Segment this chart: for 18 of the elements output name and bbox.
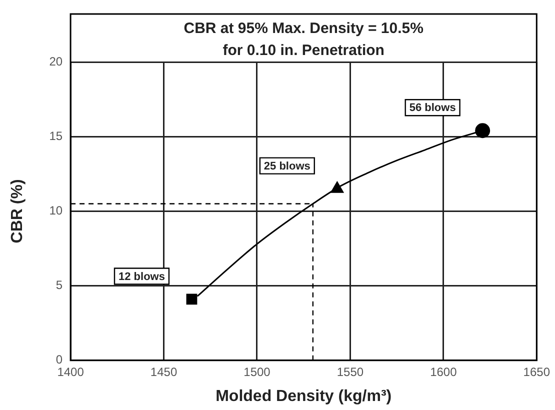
y-axis-title: CBR (%) — [9, 179, 26, 244]
y-tick-label: 15 — [49, 128, 63, 143]
y-tick-label: 10 — [49, 204, 63, 218]
x-tick-label: 1600 — [430, 364, 458, 379]
annotation: 12 blows — [118, 270, 165, 283]
x-tick-label: 1550 — [336, 364, 364, 379]
annotation: 25 blows — [264, 160, 310, 172]
chart-subtitle: for 0.10 in. Penetration — [222, 42, 384, 60]
chart-title: CBR at 95% Max. Density = 10.5% — [184, 20, 424, 38]
y-tick-label: 20 — [49, 54, 63, 68]
x-tick-label: 1400 — [57, 364, 84, 379]
y-tick-label: 0 — [56, 352, 63, 367]
y-tick-label: 5 — [56, 278, 63, 292]
annotation: 56 blows — [409, 102, 456, 114]
x-tick-label: 1450 — [150, 364, 178, 379]
x-tick-label: 1650 — [523, 364, 550, 379]
x-tick-label: 1500 — [244, 364, 271, 379]
x-axis-title: Molded Density (kg/m³) — [216, 388, 392, 405]
